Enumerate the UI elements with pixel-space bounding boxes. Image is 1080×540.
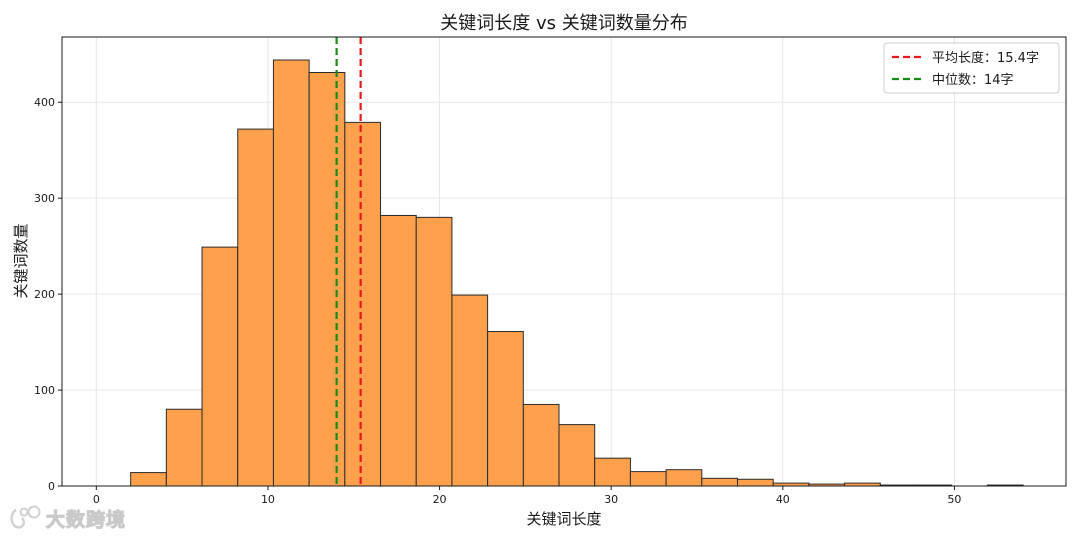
histogram-bars (130, 59, 1024, 487)
histogram-bar (451, 294, 489, 487)
histogram-bar (380, 214, 417, 487)
chart-title: 关键词长度 vs 关键词数量分布 (440, 13, 687, 34)
watermark: 大数跨境 (8, 504, 126, 532)
histogram-bar (522, 403, 560, 487)
histogram-bar (201, 246, 239, 487)
plot-frame (61, 36, 1067, 487)
histogram-bar (737, 478, 774, 487)
histogram-bar (272, 59, 310, 487)
x-axis-title: 关键词长度 (526, 510, 601, 528)
x-tick-label: 0 (93, 493, 100, 506)
x-tick-label: 20 (433, 493, 447, 506)
histogram-bar (701, 477, 739, 487)
legend-label: 平均长度：15.4字 (932, 50, 1039, 66)
histogram-bar (130, 472, 167, 487)
y-tick-label: 300 (34, 192, 55, 205)
legend-label: 中位数：14字 (932, 73, 1014, 88)
histogram-bar (629, 471, 667, 487)
x-tick-label: 10 (261, 493, 275, 506)
histogram-bar (237, 128, 274, 487)
histogram-bar (665, 469, 703, 487)
histogram-bar (308, 71, 346, 487)
watermark-text: 大数跨境 (45, 508, 127, 531)
legend-box (883, 42, 1060, 94)
histogram-bar (415, 216, 453, 487)
y-axis-title: 关键词数量 (12, 223, 30, 298)
histogram-bar (487, 331, 524, 487)
x-tick-label: 30 (604, 493, 618, 506)
x-tick-label: 50 (947, 493, 961, 506)
y-tick-label: 200 (34, 288, 55, 301)
histogram-bar (344, 121, 382, 487)
histogram-bar (594, 457, 631, 487)
y-tick-label: 100 (34, 384, 55, 397)
histogram-bar (558, 424, 596, 487)
reference-lines (335, 37, 362, 486)
histogram-bar (165, 408, 203, 487)
y-tick-label: 0 (48, 480, 55, 493)
x-tick-label: 40 (776, 493, 790, 506)
watermark-logo-icon (10, 505, 41, 529)
axis-ticks: 0 10 20 30 40 50 0 100 200 300 400 (34, 96, 961, 506)
y-tick-label: 400 (34, 96, 55, 109)
